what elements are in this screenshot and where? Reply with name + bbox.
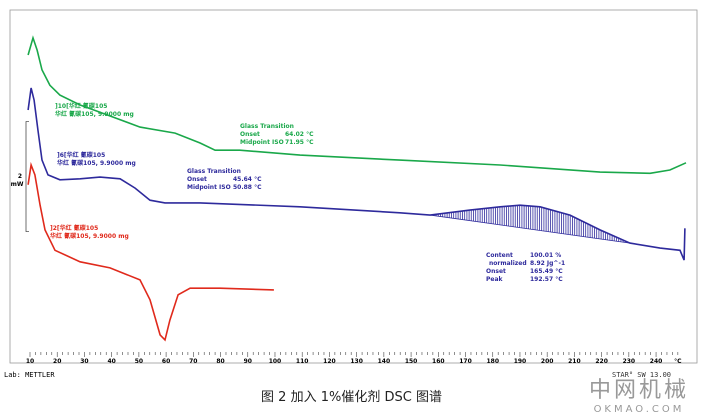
x-tick-label: 40 — [107, 358, 115, 365]
peak-integration-area — [430, 205, 630, 244]
peak-analysis-label: Onset — [486, 268, 506, 275]
x-tick-label: 140 — [378, 358, 391, 365]
figure-caption: 图 2 加入 1%催化剂 DSC 图谱 — [261, 390, 442, 405]
x-tick-label: 80 — [216, 358, 224, 365]
series-sample: 华红 氰碳105, 9.9000 mg — [50, 232, 129, 240]
x-tick-label: 90 — [244, 358, 252, 365]
x-tick-label: 130 — [350, 358, 363, 365]
series-line-0 — [27, 35, 687, 175]
peak-baseline — [430, 214, 630, 244]
x-tick-label: 240 — [650, 358, 663, 365]
blue-glass-transition-title: Glass Transition — [187, 168, 241, 175]
x-tick-label: 10 — [26, 358, 34, 365]
blue-glass-transition-value: 50.88 °C — [233, 184, 262, 191]
blue-glass-transition-label: Midpoint ISO — [187, 184, 231, 191]
peak-analysis-value: 192.57 °C — [530, 276, 563, 283]
series-name: ]10[华红 氰碳105 — [55, 102, 107, 110]
scale-bar — [25, 121, 29, 232]
x-tick-label: 100 — [269, 358, 282, 365]
x-tick-label: 160 — [432, 358, 445, 365]
green-glass-transition-label: Midpoint ISO — [240, 139, 284, 146]
watermark-logo: 中网机械 OKMAO.COM — [588, 378, 689, 415]
x-tick-label: 20 — [53, 358, 61, 365]
x-tick-label: 190 — [514, 358, 527, 365]
x-tick-label: 110 — [296, 358, 309, 365]
x-tick-label: 220 — [595, 358, 608, 365]
series-line-2 — [27, 161, 274, 342]
scale-bar-value: 2 — [18, 173, 22, 180]
series-name: ]6[华红 氰碳105 — [57, 151, 105, 159]
x-tick-label: 210 — [568, 358, 581, 365]
x-tick-label: 70 — [189, 358, 197, 365]
peak-analysis-value: 165.49 °C — [530, 268, 563, 275]
peak-analysis-label: normalized — [489, 260, 527, 267]
x-tick-label: 150 — [405, 358, 418, 365]
peak-analysis-value: 8.92 Jg^-1 — [530, 260, 565, 267]
plot-frame — [9, 9, 698, 364]
series-name: ]2[华红 氰碳105 — [50, 224, 98, 232]
software-label: STAR° SW 13.00 — [612, 371, 672, 379]
x-tick-label: 230 — [623, 358, 636, 365]
peak-analysis-label: Peak — [486, 276, 504, 283]
scale-bar-unit: mW — [11, 181, 24, 188]
lab-label: Lab: METTLER — [4, 371, 55, 379]
x-tick-label: 170 — [459, 358, 472, 365]
series-line-1 — [27, 87, 686, 261]
x-tick-label: 30 — [80, 358, 88, 365]
blue-glass-transition-value: 45.64 °C — [233, 176, 262, 183]
green-glass-transition-value: 64.02 °C — [285, 131, 314, 138]
blue-glass-transition-label: Onset — [187, 176, 207, 183]
x-tick-label: 50 — [135, 358, 143, 365]
x-tick-label: 120 — [323, 358, 336, 365]
green-glass-transition-value: 71.95 °C — [285, 139, 314, 146]
series-sample: 华红 氰碳105, 9.9000 mg — [57, 159, 136, 167]
x-axis-unit: °C — [674, 358, 682, 365]
green-glass-transition-label: Onset — [240, 131, 260, 138]
x-tick-label: 200 — [541, 358, 554, 365]
peak-analysis-label: Content — [486, 252, 513, 259]
x-tick-label: 180 — [486, 358, 499, 365]
x-tick-label: 60 — [162, 358, 170, 365]
peak-analysis-value: 100.01 % — [530, 252, 561, 259]
green-glass-transition-title: Glass Transition — [240, 123, 294, 130]
series-sample: 华红 氰碳105, 9.9000 mg — [55, 110, 134, 118]
